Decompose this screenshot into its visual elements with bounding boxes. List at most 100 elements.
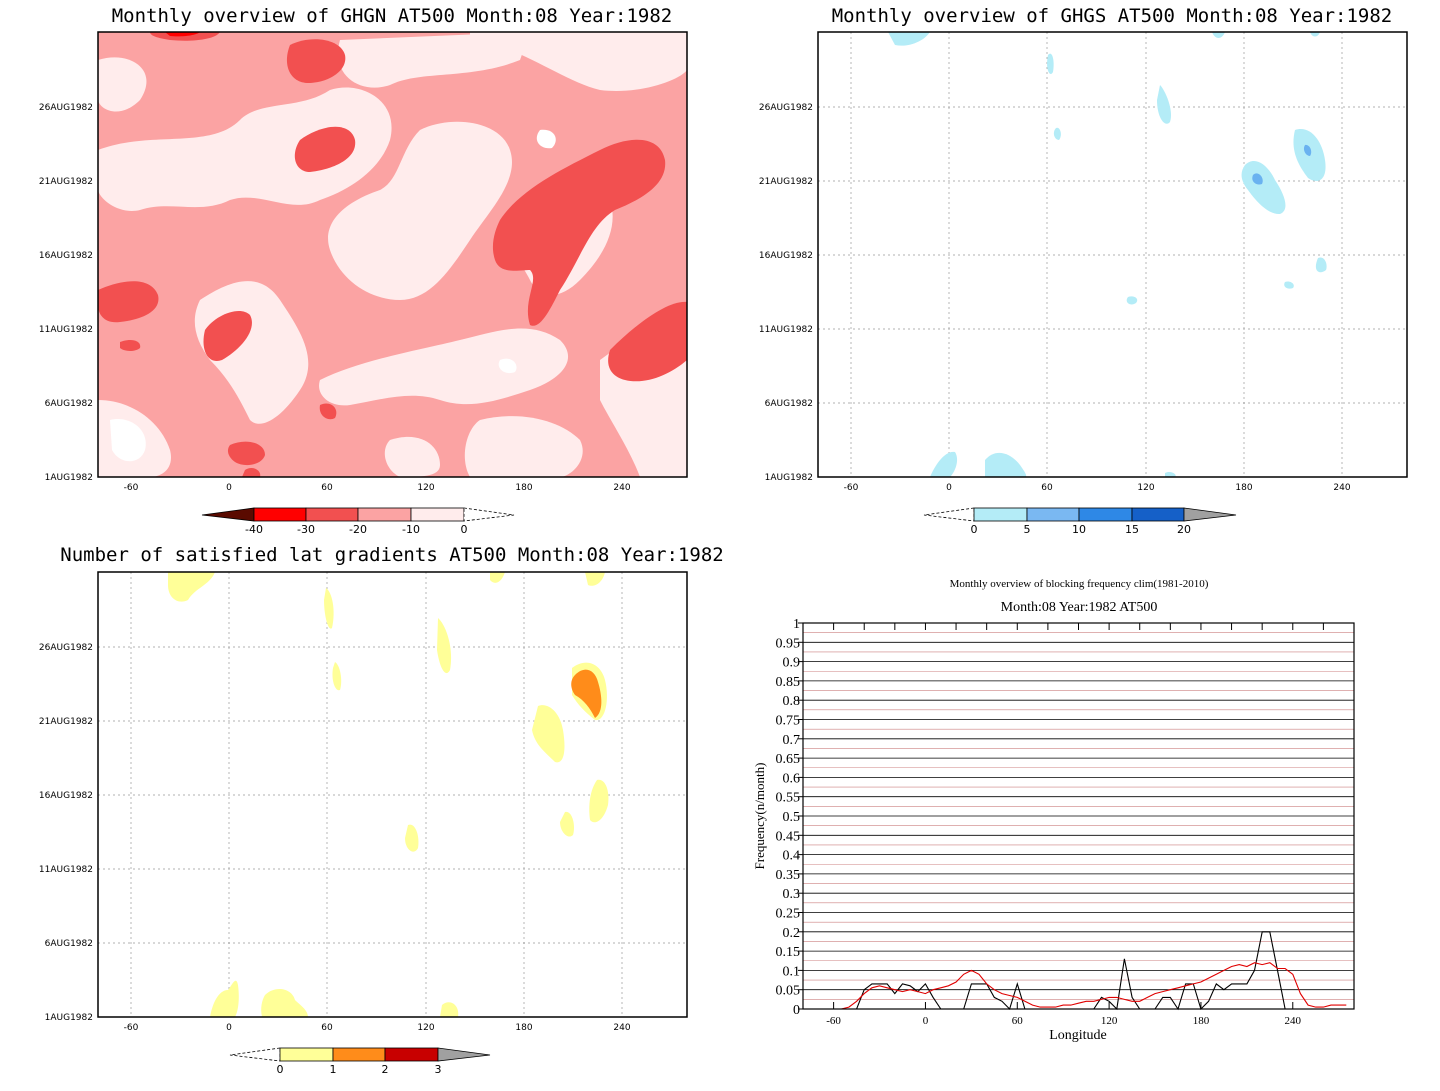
lat-colorbar: 0 1 2 3 <box>229 1047 491 1076</box>
y-tick-label: 0.35 <box>776 868 801 883</box>
x-tick-label: 180 <box>515 483 532 493</box>
y-tick-label: 0.25 <box>776 907 801 922</box>
lat-contours-level2 <box>571 669 602 718</box>
ghgn-x-axis: -60 0 60 120 180 240 <box>124 483 631 493</box>
lat-x-axis: -60 0 60 120 180 240 <box>124 1023 631 1033</box>
ghgs-x-axis: -60 0 60 120 180 240 <box>844 483 1351 493</box>
x-tick-label: 180 <box>1193 1015 1210 1027</box>
freq-ylabel: Frequency(n/month) <box>752 763 767 870</box>
y-tick-label: 0.85 <box>776 675 801 690</box>
y-tick-label: 0.75 <box>776 714 801 729</box>
y-tick-label: 0.65 <box>776 752 801 767</box>
x-tick-label: 60 <box>1012 1015 1024 1027</box>
x-tick-label: -60 <box>826 1015 841 1027</box>
x-tick-label: 240 <box>613 483 630 493</box>
y-tick-label: 11AUG1982 <box>39 865 93 875</box>
y-tick-label: 1AUG1982 <box>765 473 813 483</box>
colorbar-label: -20 <box>349 523 367 536</box>
ghgn-y-axis: 1AUG1982 6AUG1982 11AUG1982 16AUG1982 21… <box>39 103 93 483</box>
x-tick-label: -60 <box>844 483 859 493</box>
ghgs-contours-level2 <box>1252 144 1312 185</box>
colorbar-label: 2 <box>382 1063 389 1076</box>
y-tick-label: 11AUG1982 <box>759 325 813 335</box>
colorbar-label: -30 <box>297 523 315 536</box>
ghgs-title: Monthly overview of GHGS AT500 Month:08 … <box>832 5 1393 27</box>
x-tick-label: 60 <box>321 483 333 493</box>
y-tick-label: 0.45 <box>776 829 801 844</box>
x-tick-label: 60 <box>1041 483 1053 493</box>
y-tick-label: 26AUG1982 <box>759 103 813 113</box>
y-tick-label: 0.7 <box>783 733 801 748</box>
colorbar-label: 0 <box>277 1063 284 1076</box>
ghgn-contours <box>98 32 687 477</box>
lat-title: Number of satisfied lat gradients AT500 … <box>60 544 723 566</box>
y-tick-label: 0.95 <box>776 636 801 651</box>
colorbar-label: 15 <box>1125 523 1139 536</box>
colorbar-label: 20 <box>1177 523 1191 536</box>
y-tick-label: 16AUG1982 <box>759 251 813 261</box>
lat-y-axis: 1AUG1982 6AUG1982 11AUG1982 16AUG1982 21… <box>39 643 93 1023</box>
y-tick-label: 0.15 <box>776 945 801 960</box>
x-tick-label: 120 <box>1137 483 1154 493</box>
x-tick-label: 180 <box>515 1023 532 1033</box>
y-tick-label: 0.4 <box>783 849 801 864</box>
freq-xlabel: Longitude <box>1049 1028 1107 1043</box>
colorbar-label: 10 <box>1072 523 1086 536</box>
y-tick-label: 16AUG1982 <box>39 251 93 261</box>
y-tick-label: 0.9 <box>783 656 801 671</box>
colorbar-label: 3 <box>435 1063 442 1076</box>
freq-y-axis: 0 0.05 0.1 0.15 0.2 0.25 0.3 0.35 0.4 0.45 0.5 0.55… <box>776 617 803 1018</box>
freq-x-axis: -60 0 60 120 180 240 <box>826 1002 1302 1027</box>
x-tick-label: 0 <box>923 1015 929 1027</box>
y-tick-label: 1AUG1982 <box>45 1013 93 1023</box>
x-tick-label: 0 <box>946 483 952 493</box>
colorbar-label: 5 <box>1024 523 1031 536</box>
colorbar-label: -10 <box>402 523 420 536</box>
x-tick-label: 0 <box>226 1023 232 1033</box>
panel-ghgn: Monthly overview of GHGN AT500 Month:08 … <box>39 5 688 536</box>
x-tick-label: 180 <box>1235 483 1252 493</box>
y-tick-label: 0.1 <box>783 964 801 979</box>
y-tick-label: 6AUG1982 <box>765 399 813 409</box>
ghgs-gridlines <box>818 32 1407 477</box>
y-tick-label: 21AUG1982 <box>759 177 813 187</box>
y-tick-label: 26AUG1982 <box>39 643 93 653</box>
x-tick-label: 240 <box>613 1023 630 1033</box>
y-tick-label: 1AUG1982 <box>45 473 93 483</box>
y-tick-label: 16AUG1982 <box>39 791 93 801</box>
y-tick-label: 0 <box>793 1003 800 1018</box>
y-tick-label: 0.3 <box>783 887 801 902</box>
y-tick-label: 26AUG1982 <box>39 103 93 113</box>
lat-gridlines <box>98 572 687 1017</box>
ghgs-y-axis: 1AUG1982 6AUG1982 11AUG1982 16AUG1982 21… <box>759 103 813 483</box>
panel-lat-gradients: Number of satisfied lat gradients AT500 … <box>39 544 724 1076</box>
x-tick-label: 120 <box>417 1023 434 1033</box>
colorbar-label: 1 <box>330 1063 337 1076</box>
freq-gridlines <box>803 622 1354 1010</box>
ghgs-colorbar: 0 5 10 15 20 <box>923 507 1237 536</box>
y-tick-label: 0.05 <box>776 984 801 999</box>
y-tick-label: 6AUG1982 <box>45 399 93 409</box>
x-tick-label: 240 <box>1285 1015 1302 1027</box>
y-tick-label: 0.8 <box>783 694 801 709</box>
panel-ghgs: Monthly overview of GHGS AT500 Month:08 … <box>759 5 1408 536</box>
freq-title: Monthly overview of blocking frequency c… <box>950 578 1209 590</box>
y-tick-label: 6AUG1982 <box>45 939 93 949</box>
series-line-2 <box>803 962 1347 1010</box>
panel-blocking-frequency: Monthly overview of blocking frequency c… <box>752 578 1355 1043</box>
ghgn-title: Monthly overview of GHGN AT500 Month:08 … <box>112 5 673 27</box>
freq-subtitle: Month:08 Year:1982 AT500 <box>1001 600 1158 615</box>
y-tick-label: 1 <box>793 617 800 632</box>
x-tick-label: 240 <box>1333 483 1350 493</box>
x-tick-label: 0 <box>226 483 232 493</box>
x-tick-label: -60 <box>124 483 139 493</box>
y-tick-label: 0.5 <box>783 810 801 825</box>
x-tick-label: 120 <box>417 483 434 493</box>
colorbar-label: -40 <box>245 523 263 536</box>
y-tick-label: 0.2 <box>783 926 801 941</box>
x-tick-label: 60 <box>321 1023 333 1033</box>
ghgs-contours <box>888 32 1327 477</box>
y-tick-label: 0.6 <box>783 771 801 786</box>
freq-top-ticks <box>833 623 1324 630</box>
